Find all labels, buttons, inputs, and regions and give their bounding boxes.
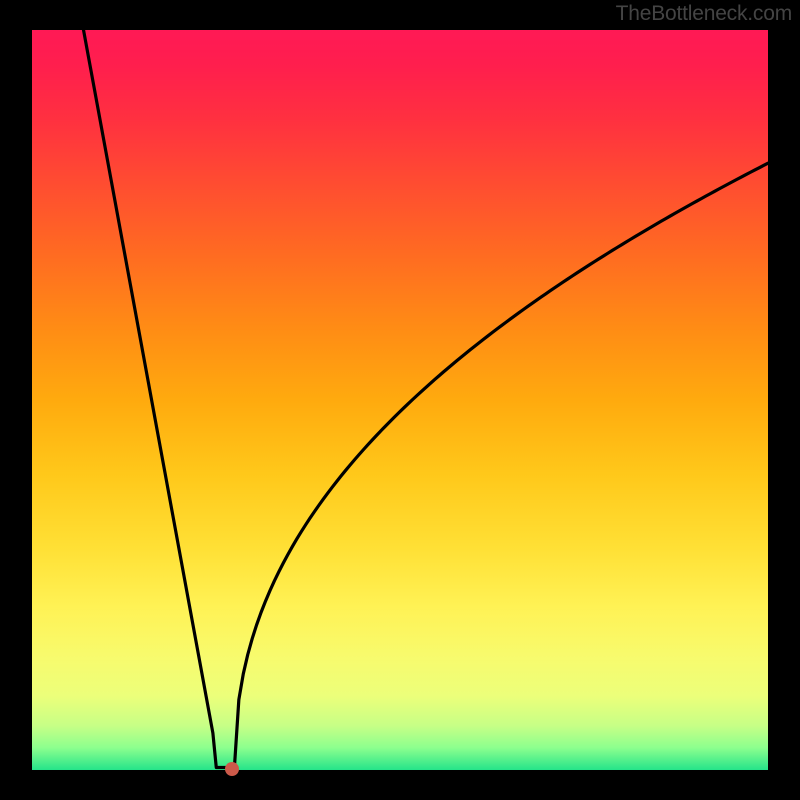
plot-area [32, 30, 768, 770]
watermark-text: TheBottleneck.com [616, 2, 792, 26]
chart-container: TheBottleneck.com [0, 0, 800, 800]
curve-layer [32, 30, 768, 770]
trough-marker [225, 762, 239, 776]
bottleneck-curve [84, 30, 768, 768]
